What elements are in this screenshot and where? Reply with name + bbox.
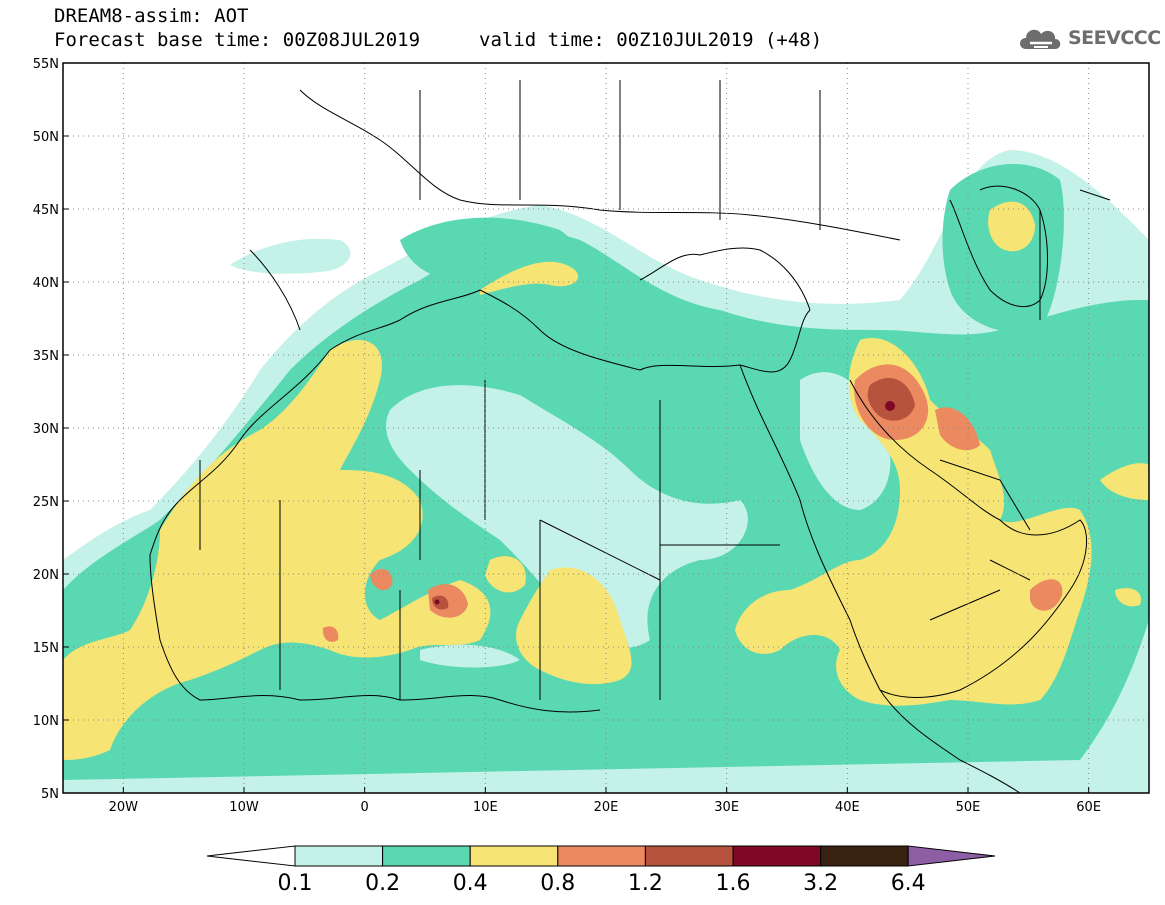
lon-label: 30E	[714, 800, 739, 815]
colorbar-label: 3.2	[803, 871, 838, 896]
lon-label: 50E	[956, 800, 981, 815]
lat-label: 30N	[33, 422, 59, 437]
lat-label: 5N	[41, 787, 59, 802]
coastlines-borders	[149, 80, 1111, 793]
aot-contours	[63, 150, 1149, 793]
cloud-icon	[1020, 29, 1061, 49]
title-model: DREAM8-assim: AOT	[54, 5, 249, 27]
colorbar-segment	[732, 845, 822, 867]
lon-axis-labels: 20W 10W 0 10E 20E 30E 40E 50E 60E	[109, 787, 1101, 815]
lat-label: 20N	[33, 568, 59, 583]
colorbar-label: 1.2	[628, 871, 663, 896]
lat-label: 35N	[33, 349, 59, 364]
lat-label: 40N	[33, 276, 59, 291]
colorbar-segment	[469, 845, 559, 867]
lat-axis-labels: 55N 50N 45N 40N 35N 30N 25N 20N 15N 10N 5N	[33, 57, 69, 802]
colorbar-segment	[644, 845, 734, 867]
title-base-time: Forecast base time: 00Z08JUL2019	[54, 29, 421, 51]
lon-label: 20E	[594, 800, 619, 815]
lat-label: 45N	[33, 203, 59, 218]
colorbar-label: 1.6	[716, 871, 751, 896]
colorbar: 0.1 0.2 0.4 0.8 1.2 1.6 3.2 6.4	[206, 845, 996, 896]
lat-label: 10N	[33, 714, 59, 729]
colorbar-segment	[294, 845, 384, 867]
lon-label: 10W	[229, 800, 259, 815]
lat-label: 50N	[33, 130, 59, 145]
contour-0.4	[63, 201, 1149, 760]
title-valid-time: valid time: 00Z10JUL2019 (+48)	[479, 29, 823, 51]
contour-1.2	[432, 377, 915, 610]
seevccc-logo: SEEVCCC	[1016, 22, 1161, 54]
colorbar-segment	[820, 845, 909, 867]
colorbar-segment	[382, 845, 471, 867]
logo-text: SEEVCCC	[1068, 27, 1161, 49]
lon-label: 20W	[109, 800, 139, 815]
colorbar-segment	[557, 845, 646, 867]
lon-label: 10E	[473, 800, 498, 815]
lon-label: 60E	[1076, 800, 1101, 815]
colorbar-label: 0.8	[540, 871, 575, 896]
colorbar-label: 0.1	[278, 871, 313, 896]
lat-label: 15N	[33, 641, 59, 656]
colorbar-over-arrow	[907, 845, 996, 867]
lon-label: 0	[361, 800, 369, 815]
colorbar-label: 0.2	[365, 871, 400, 896]
lon-label: 40E	[835, 800, 860, 815]
colorbar-label: 0.4	[453, 871, 488, 896]
lat-label: 55N	[33, 57, 59, 72]
colorbar-label: 6.4	[891, 871, 926, 896]
colorbar-under-arrow	[206, 845, 296, 867]
lat-label: 25N	[33, 495, 59, 510]
contour-1.6	[434, 401, 895, 605]
lat-lon-grid	[63, 63, 1149, 793]
